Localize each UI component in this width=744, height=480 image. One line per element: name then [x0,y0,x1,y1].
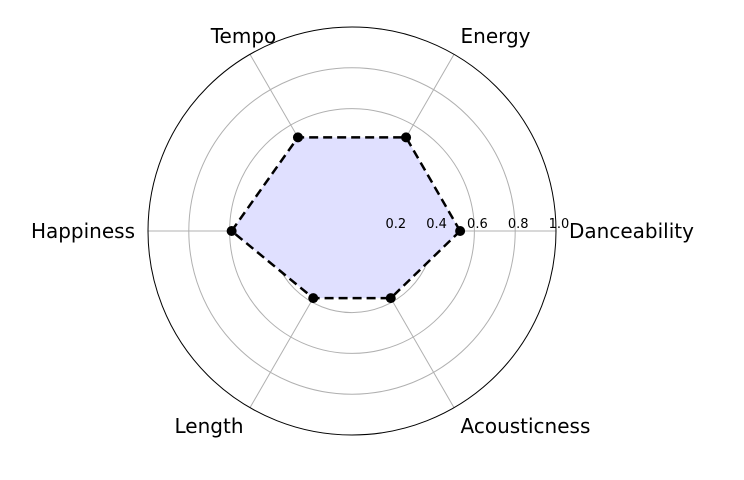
r-tick-label: 0.6 [467,217,488,232]
radar-series [226,132,466,304]
data-point [385,293,396,304]
r-tick-label: 0.8 [508,217,529,232]
r-tick-label: 0.4 [426,217,447,232]
data-point [308,293,319,304]
data-point [401,132,412,143]
category-label: Energy [461,24,531,48]
radar-labels: 0.2 0.4 0.6 0.8 1.0 Danceability Energy Tempo Ha… [31,24,694,438]
category-label: Happiness [31,219,135,243]
category-label: Tempo [210,24,277,48]
r-tick-label: 1.0 [549,217,570,232]
category-label: Danceability [569,219,694,243]
category-label: Length [175,414,244,438]
data-point [226,226,237,236]
series-fill [231,137,461,299]
data-point [292,132,303,143]
r-tick-label: 0.2 [385,217,406,232]
outer-ring [147,26,557,436]
data-point [455,226,466,236]
category-label: Acousticness [461,414,591,438]
